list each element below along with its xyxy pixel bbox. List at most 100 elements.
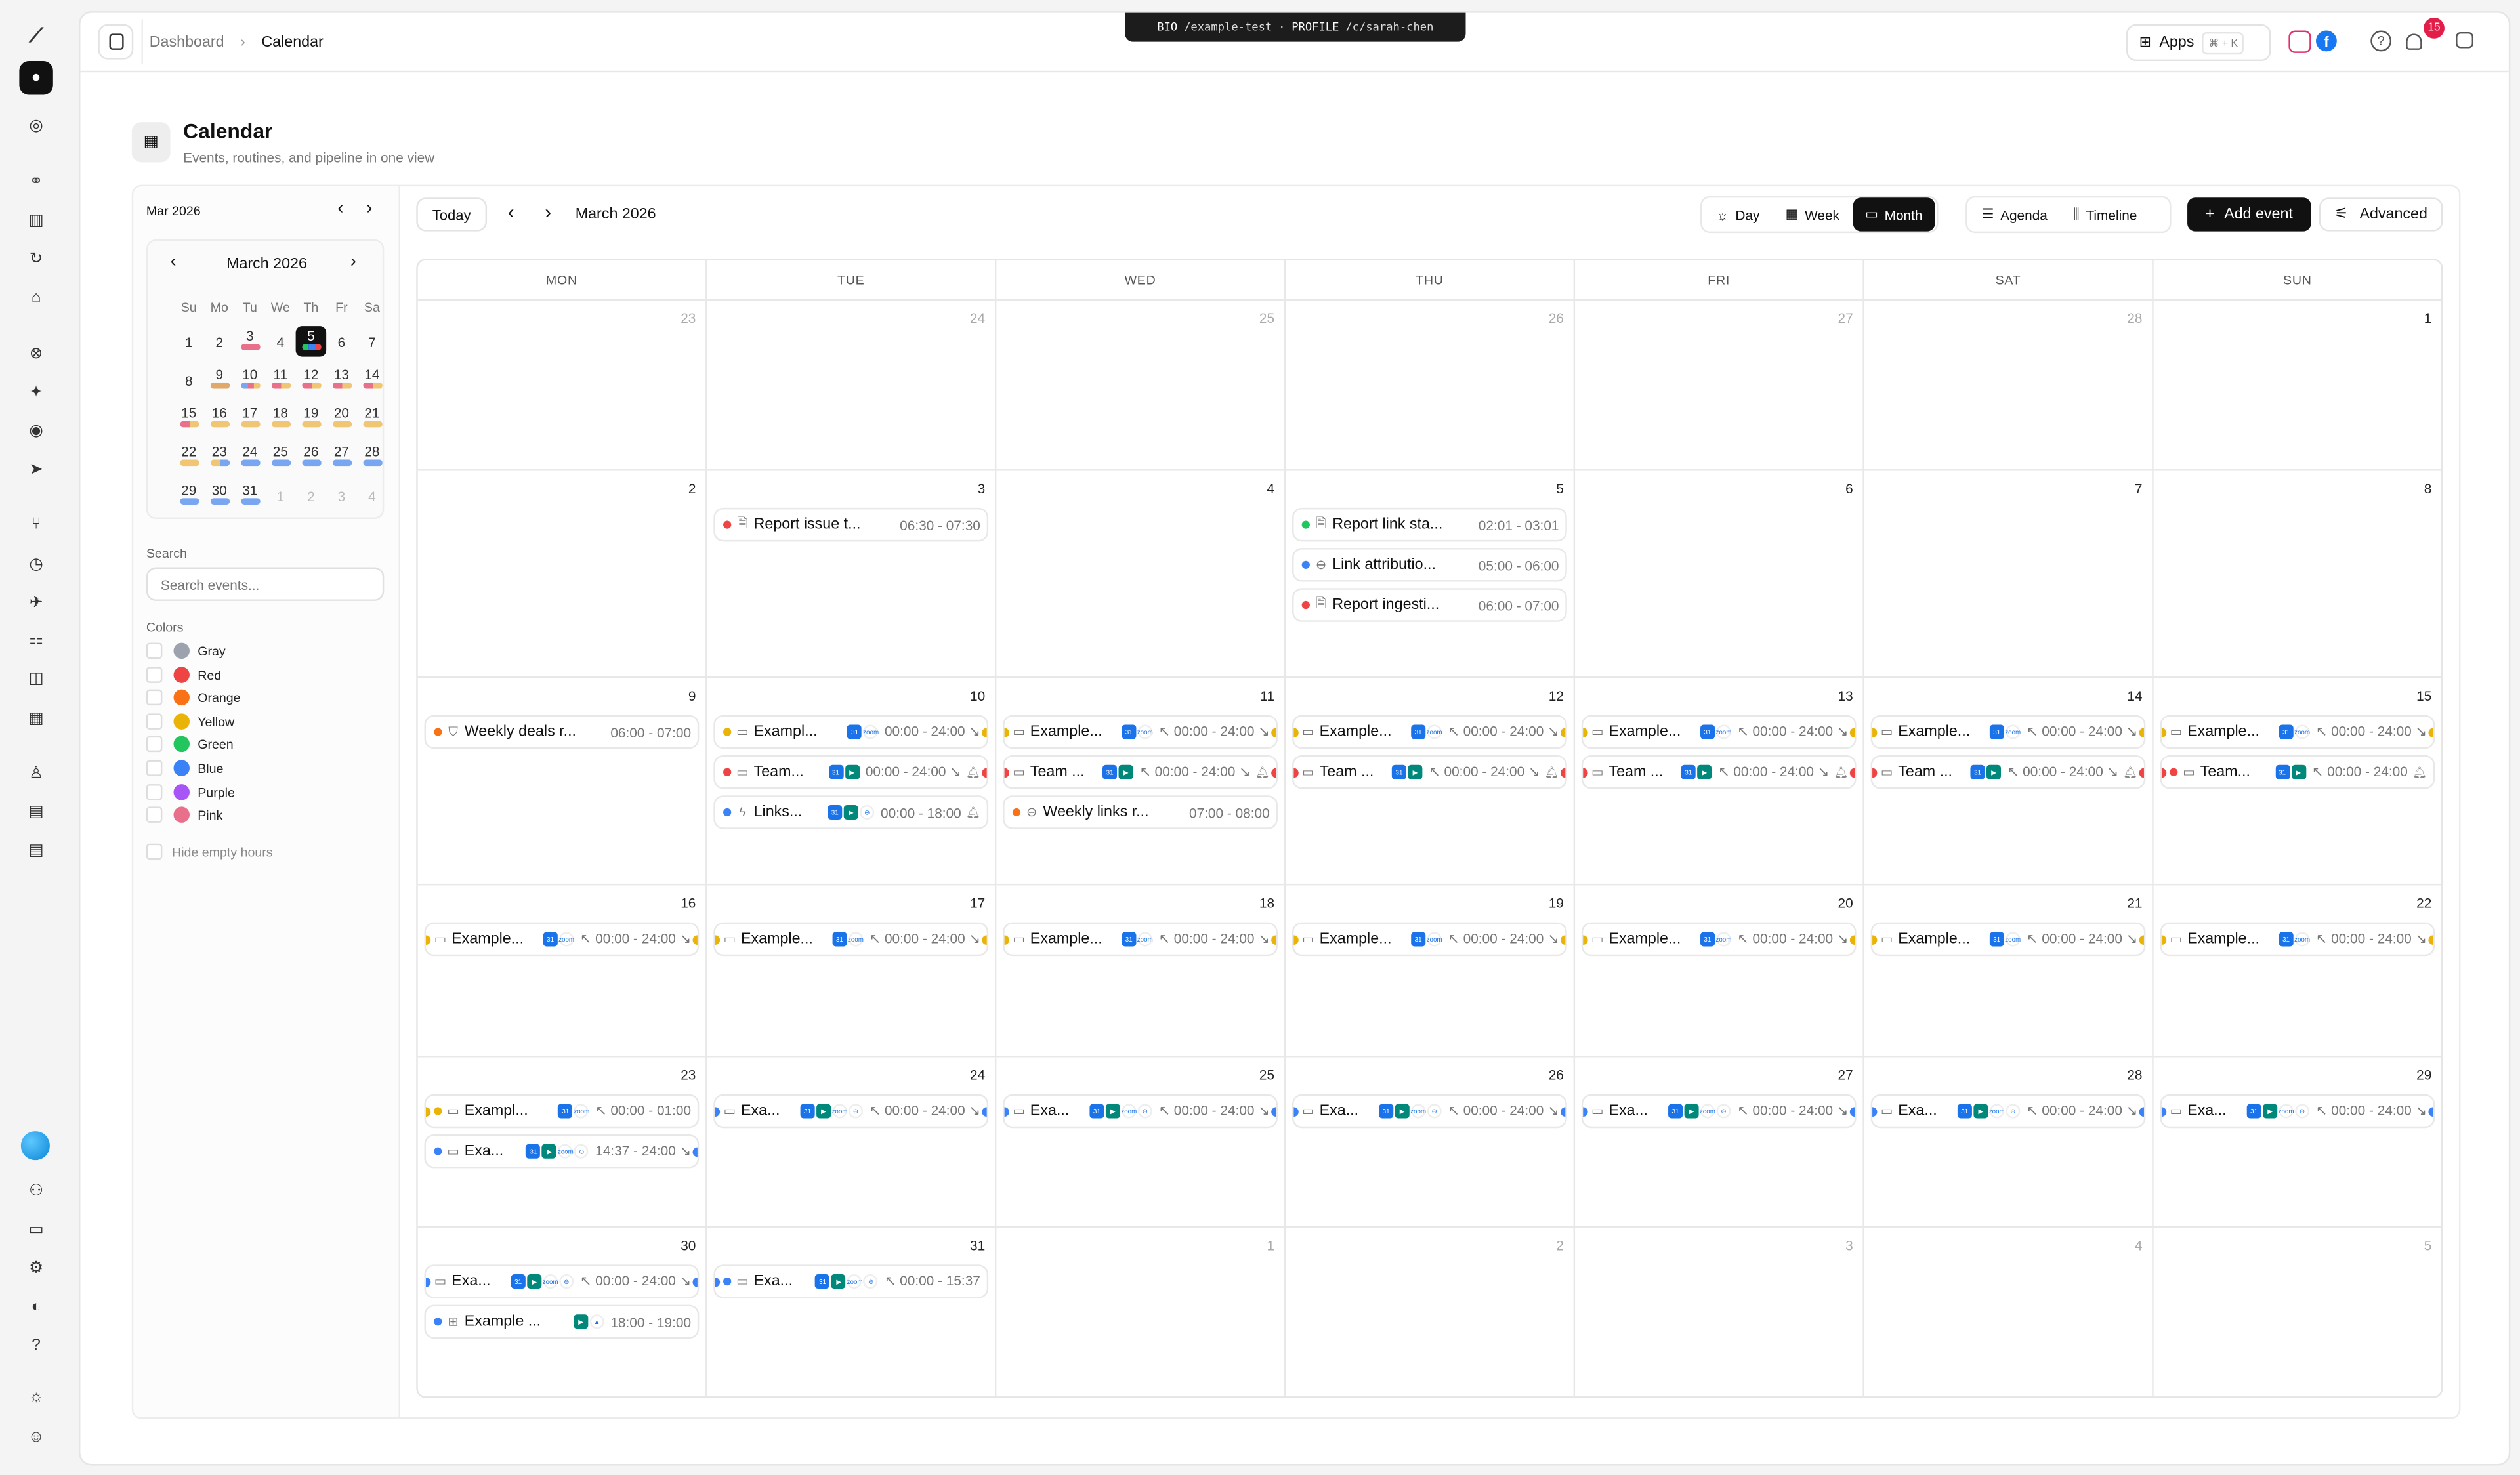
mini-day[interactable]: 12 xyxy=(303,366,319,383)
event-chip[interactable]: ▭ Team ... 31 ▶ ↖ 00:00 - 24:00 ↘ 🔔︎ xyxy=(1292,755,1567,789)
mini-day[interactable]: 6 xyxy=(337,334,346,350)
view-agenda-button[interactable]: ☰ Agenda xyxy=(1969,197,2060,231)
mini-day[interactable]: 31 xyxy=(242,482,258,499)
day-cell[interactable]: 4 xyxy=(996,470,1286,678)
day-cell[interactable]: 21 ▭ Example... 31 zoom ↖ 00:00 - 24:00 ↘ xyxy=(1864,885,2154,1058)
event-chip[interactable]: ▭ Exa... 31 ▶ zoom ⊖ ↖ 00:00 - 24:00 ↘ xyxy=(713,1094,989,1129)
color-checkbox-orange[interactable] xyxy=(146,690,163,706)
mini-day[interactable]: 16 xyxy=(211,405,227,421)
event-chip[interactable]: ⊖ Link attributio... 05:00 - 06:00 xyxy=(1292,548,1567,582)
event-chip[interactable]: ▭ Exa... 31 ▶ zoom ⊖ ↖ 00:00 - 15:37 xyxy=(713,1264,989,1298)
day-cell[interactable]: 2 xyxy=(417,470,707,678)
day-cell[interactable]: 22 ▭ Example... 31 zoom ↖ 00:00 - 24:00 ↘ xyxy=(2153,885,2442,1058)
today-button[interactable]: Today xyxy=(416,197,488,232)
color-checkbox-blue[interactable] xyxy=(146,760,163,776)
day-cell[interactable]: 24 xyxy=(707,300,997,471)
event-chip[interactable]: ▭ Exampl... 31 zoom ↖ 00:00 - 01:00 xyxy=(424,1094,700,1129)
day-cell[interactable]: 1 xyxy=(2153,301,2442,471)
tag-icon[interactable]: ⌂ xyxy=(31,289,41,307)
mini-day[interactable]: 8 xyxy=(184,373,193,389)
rocket-icon[interactable]: ✈ xyxy=(29,594,43,613)
dashboard-icon[interactable]: ◎ xyxy=(29,117,43,135)
event-chip[interactable]: ▭ Team ... 31 ▶ ↖ 00:00 - 24:00 ↘ 🔔︎ xyxy=(1003,755,1278,789)
settings-icon[interactable]: ⚙ xyxy=(29,1260,44,1278)
day-cell[interactable]: 24 ▭ Exa... 31 ▶ zoom ⊖ ↖ 00:00 - 24:00 ↘ xyxy=(707,1057,997,1228)
mini-day[interactable]: 3 xyxy=(246,327,254,344)
prev-month-icon[interactable]: ‹ xyxy=(337,199,344,219)
day-cell[interactable]: 17 ▭ Example... 31 zoom ↖ 00:00 - 24:00 ↘ xyxy=(707,885,997,1058)
mini-next-icon[interactable]: › xyxy=(350,252,356,272)
day-cell[interactable]: 14 ▭ Example... 31 zoom ↖ 00:00 - 24:00 ↘ ▭ Tea… xyxy=(1864,678,2154,886)
sidebar-toggle-button[interactable] xyxy=(98,24,134,60)
color-checkbox-purple[interactable] xyxy=(146,783,163,800)
breadcrumb-dashboard[interactable]: Dashboard xyxy=(149,33,224,52)
next-period-icon[interactable]: › xyxy=(545,201,552,224)
bell-icon[interactable] xyxy=(2406,33,2422,50)
sparkle-icon[interactable]: ✦ xyxy=(29,384,43,402)
calendar-icon[interactable]: ▦ xyxy=(28,710,44,728)
mini-prev-icon[interactable]: ‹ xyxy=(170,252,177,272)
day-cell[interactable]: 3 xyxy=(1575,1228,1864,1397)
day-cell[interactable]: 7 xyxy=(1864,470,2154,678)
color-checkbox-green[interactable] xyxy=(146,736,163,753)
team-icon[interactable]: ⚇ xyxy=(29,1182,44,1201)
day-cell[interactable]: 26 xyxy=(1286,300,1576,471)
day-cell[interactable]: 19 ▭ Example... 31 zoom ↖ 00:00 - 24:00 ↘ xyxy=(1286,885,1576,1058)
day-cell[interactable]: 20 ▭ Example... 31 zoom ↖ 00:00 - 24:00 ↘ xyxy=(1575,885,1864,1058)
day-cell[interactable]: 9 ⛉ Weekly deals r... 06:00 - 07:00 xyxy=(417,678,707,886)
mini-day[interactable]: 21 xyxy=(364,405,380,421)
target-icon[interactable]: ⊗ xyxy=(29,345,43,364)
mini-day[interactable]: 14 xyxy=(364,366,380,383)
mini-day[interactable]: 19 xyxy=(303,405,319,421)
apps-button[interactable]: ⊞ Apps ⌘ + K xyxy=(2126,24,2271,62)
day-cell[interactable]: 18 ▭ Example... 31 zoom ↖ 00:00 - 24:00 ↘ xyxy=(996,885,1286,1058)
add-event-button[interactable]: + Add event xyxy=(2187,197,2311,232)
mini-day[interactable]: 7 xyxy=(368,334,376,350)
home-icon[interactable]: ● xyxy=(19,61,53,95)
mini-day[interactable]: 4 xyxy=(276,334,285,350)
day-cell[interactable]: 4 xyxy=(1864,1228,2154,1397)
day-cell[interactable]: 27 ▭ Exa... 31 ▶ zoom ⊖ ↖ 00:00 - 24:00 ↘ xyxy=(1575,1057,1864,1228)
day-cell[interactable]: 26 ▭ Exa... 31 ▶ zoom ⊖ ↖ 00:00 - 24:00 ↘ xyxy=(1286,1057,1576,1228)
day-cell[interactable]: 11 ▭ Example... 31 zoom ↖ 00:00 - 24:00 ↘ ▭ Tea… xyxy=(996,678,1286,886)
mini-day[interactable]: 27 xyxy=(333,443,350,460)
color-checkbox-red[interactable] xyxy=(146,666,163,682)
card-icon[interactable]: ▭ xyxy=(28,1221,44,1239)
next-month-icon[interactable]: › xyxy=(366,199,373,219)
refresh-icon[interactable]: ↻ xyxy=(29,251,43,268)
briefcase-icon[interactable]: ▤ xyxy=(28,803,44,821)
mini-day[interactable]: 15 xyxy=(181,405,197,421)
event-chip[interactable]: ⊖ Weekly links r... 07:00 - 08:00 xyxy=(1003,795,1278,829)
event-chip[interactable]: ▭ Example... 31 zoom ↖ 00:00 - 24:00 ↘ xyxy=(1292,922,1567,957)
mini-day[interactable]: 23 xyxy=(211,443,227,460)
mini-day[interactable]: 18 xyxy=(272,405,288,421)
clock-icon[interactable]: ◷ xyxy=(29,556,43,574)
view-day-button[interactable]: ☼ Day xyxy=(1704,197,1773,231)
hide-empty-hours-checkbox[interactable] xyxy=(146,843,163,860)
day-cell[interactable]: 6 xyxy=(1575,470,1864,678)
mini-day[interactable]: 9 xyxy=(215,366,224,383)
bot-icon[interactable] xyxy=(2456,31,2474,49)
event-chip[interactable]: ▭ Example... 31 zoom ↖ 00:00 - 24:00 ↘ xyxy=(1581,715,1857,749)
day-cell[interactable]: 15 ▭ Example... 31 zoom ↖ 00:00 - 24:00 ↘ ▭ Tea… xyxy=(2153,678,2442,886)
day-cell[interactable]: 28 ▭ Exa... 31 ▶ zoom ⊖ ↖ 00:00 - 24:00 ↘ xyxy=(1864,1057,2154,1228)
day-cell[interactable]: 16 ▭ Example... 31 zoom ↖ 00:00 - 24:00 ↘ xyxy=(417,885,707,1058)
event-chip[interactable]: 🗎︎ Report issue t... 06:30 - 07:30 xyxy=(713,507,989,542)
profile-icon[interactable]: ☺ xyxy=(28,1428,45,1447)
day-cell[interactable]: 23 xyxy=(417,300,707,471)
event-chip[interactable]: ▭ Exampl... 31 zoom 00:00 - 24:00 ↘ xyxy=(713,715,989,749)
day-cell[interactable]: 25 xyxy=(996,300,1286,471)
event-chip[interactable]: ▭ Team... 31 ▶ 00:00 - 24:00 ↘ 🔔︎ xyxy=(713,755,989,789)
mini-day[interactable]: 11 xyxy=(273,366,288,383)
event-chip[interactable]: ▭ Example... 31 zoom ↖ 00:00 - 24:00 ↘ xyxy=(1870,922,2146,957)
event-chip[interactable]: ▭ Exa... 31 ▶ zoom ⊖ ↖ 00:00 - 24:00 ↘ xyxy=(1292,1094,1567,1129)
person-icon[interactable]: ♙ xyxy=(29,764,44,783)
prev-period-icon[interactable]: ‹ xyxy=(507,201,514,224)
chart-icon[interactable]: ▥ xyxy=(28,212,44,230)
send-icon[interactable]: ➤ xyxy=(29,461,43,479)
day-cell[interactable]: 31 ▭ Exa... 31 ▶ zoom ⊖ ↖ 00:00 - 15:37 xyxy=(707,1228,997,1397)
event-chip[interactable]: ▭ Team... 31 ▶ ↖ 00:00 - 24:00 🔔︎ xyxy=(2160,755,2435,789)
link-icon[interactable]: ⚭ xyxy=(29,173,43,192)
instagram-icon[interactable] xyxy=(2288,30,2311,53)
day-cell[interactable]: 25 ▭ Exa... 31 ▶ zoom ⊖ ↖ 00:00 - 24:00 ↘ xyxy=(996,1057,1286,1228)
